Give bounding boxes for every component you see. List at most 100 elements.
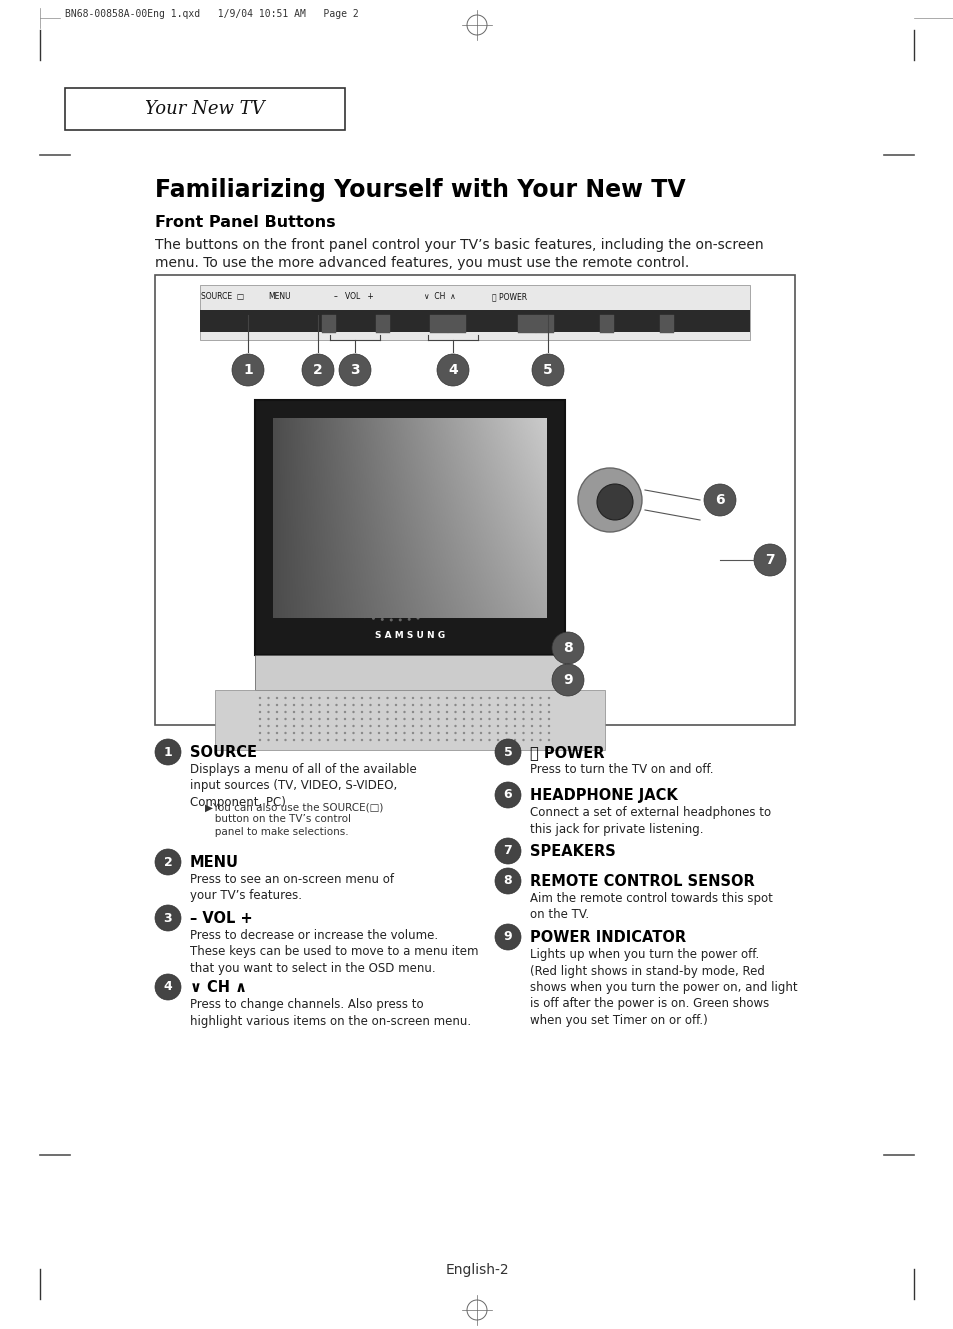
Circle shape: [300, 566, 303, 570]
Circle shape: [521, 696, 524, 699]
Circle shape: [382, 577, 385, 578]
Circle shape: [488, 739, 490, 742]
Circle shape: [405, 557, 407, 560]
Circle shape: [438, 496, 441, 500]
Circle shape: [445, 704, 448, 706]
Circle shape: [445, 711, 448, 714]
Circle shape: [428, 704, 431, 706]
Circle shape: [301, 711, 303, 714]
Text: Front Panel Buttons: Front Panel Buttons: [154, 215, 335, 230]
Circle shape: [355, 613, 357, 615]
Circle shape: [407, 575, 409, 577]
Circle shape: [335, 718, 337, 720]
Circle shape: [398, 618, 401, 622]
Circle shape: [497, 704, 498, 706]
Circle shape: [343, 732, 346, 734]
Circle shape: [472, 517, 475, 520]
Circle shape: [258, 739, 261, 742]
Circle shape: [538, 711, 541, 714]
Circle shape: [373, 569, 375, 570]
Circle shape: [386, 711, 388, 714]
Circle shape: [495, 924, 520, 950]
Circle shape: [304, 530, 308, 533]
Circle shape: [301, 696, 303, 699]
Circle shape: [521, 732, 524, 734]
Circle shape: [335, 696, 337, 699]
Circle shape: [385, 578, 388, 579]
FancyBboxPatch shape: [599, 315, 614, 334]
Text: HEADPHONE JACK: HEADPHONE JACK: [530, 788, 677, 803]
Circle shape: [538, 718, 541, 720]
Circle shape: [538, 732, 541, 734]
Text: 4: 4: [164, 981, 172, 994]
Circle shape: [538, 696, 541, 699]
Circle shape: [462, 598, 465, 601]
Circle shape: [267, 739, 270, 742]
Circle shape: [420, 704, 422, 706]
Text: 3: 3: [164, 912, 172, 925]
Circle shape: [258, 696, 261, 699]
Circle shape: [445, 739, 448, 742]
Circle shape: [343, 718, 346, 720]
Circle shape: [352, 704, 355, 706]
Circle shape: [462, 696, 465, 699]
Circle shape: [400, 593, 403, 595]
Circle shape: [335, 704, 337, 706]
Circle shape: [420, 724, 422, 727]
Circle shape: [479, 711, 481, 714]
Circle shape: [369, 739, 372, 742]
Circle shape: [488, 704, 490, 706]
Circle shape: [318, 732, 320, 734]
Circle shape: [275, 732, 278, 734]
Circle shape: [275, 704, 278, 706]
FancyBboxPatch shape: [200, 310, 749, 332]
Circle shape: [497, 696, 498, 699]
Circle shape: [352, 494, 355, 498]
Circle shape: [414, 569, 416, 571]
Circle shape: [552, 664, 583, 696]
Circle shape: [275, 718, 278, 720]
Circle shape: [267, 724, 270, 727]
Circle shape: [488, 553, 491, 557]
Circle shape: [462, 718, 465, 720]
Circle shape: [377, 739, 380, 742]
Circle shape: [454, 724, 456, 727]
Text: MENU: MENU: [269, 292, 291, 300]
Circle shape: [505, 724, 507, 727]
Circle shape: [405, 556, 408, 558]
Circle shape: [382, 557, 384, 560]
Circle shape: [445, 732, 448, 734]
Circle shape: [488, 711, 490, 714]
Circle shape: [369, 724, 372, 727]
Text: Connect a set of external headphones to
this jack for private listening.: Connect a set of external headphones to …: [530, 805, 770, 836]
Text: 5: 5: [503, 746, 512, 759]
Circle shape: [436, 704, 439, 706]
Circle shape: [386, 704, 388, 706]
Circle shape: [471, 724, 474, 727]
Circle shape: [454, 718, 456, 720]
Circle shape: [302, 354, 334, 385]
Circle shape: [547, 739, 550, 742]
Circle shape: [376, 590, 378, 593]
Circle shape: [487, 545, 490, 549]
Text: 8: 8: [562, 641, 572, 655]
Circle shape: [398, 565, 401, 567]
Text: The buttons on the front panel control your TV’s basic features, including the o: The buttons on the front panel control y…: [154, 238, 762, 270]
Circle shape: [369, 557, 371, 560]
Circle shape: [466, 512, 469, 514]
Circle shape: [298, 554, 301, 558]
Circle shape: [422, 492, 425, 494]
Circle shape: [387, 563, 389, 566]
Circle shape: [532, 354, 563, 385]
Circle shape: [360, 704, 363, 706]
Circle shape: [154, 739, 181, 766]
Circle shape: [339, 607, 342, 610]
Circle shape: [284, 711, 287, 714]
Text: ▶You can also use the SOURCE(□)
   button on the TV’s control
   panel to make s: ▶You can also use the SOURCE(□) button o…: [205, 801, 383, 837]
Text: MENU: MENU: [190, 855, 239, 870]
Circle shape: [538, 704, 541, 706]
Text: Lights up when you turn the power off.
(Red light shows in stand-by mode, Red
sh: Lights up when you turn the power off. (…: [530, 948, 797, 1027]
Circle shape: [319, 594, 322, 597]
Circle shape: [462, 704, 465, 706]
Circle shape: [578, 468, 641, 532]
